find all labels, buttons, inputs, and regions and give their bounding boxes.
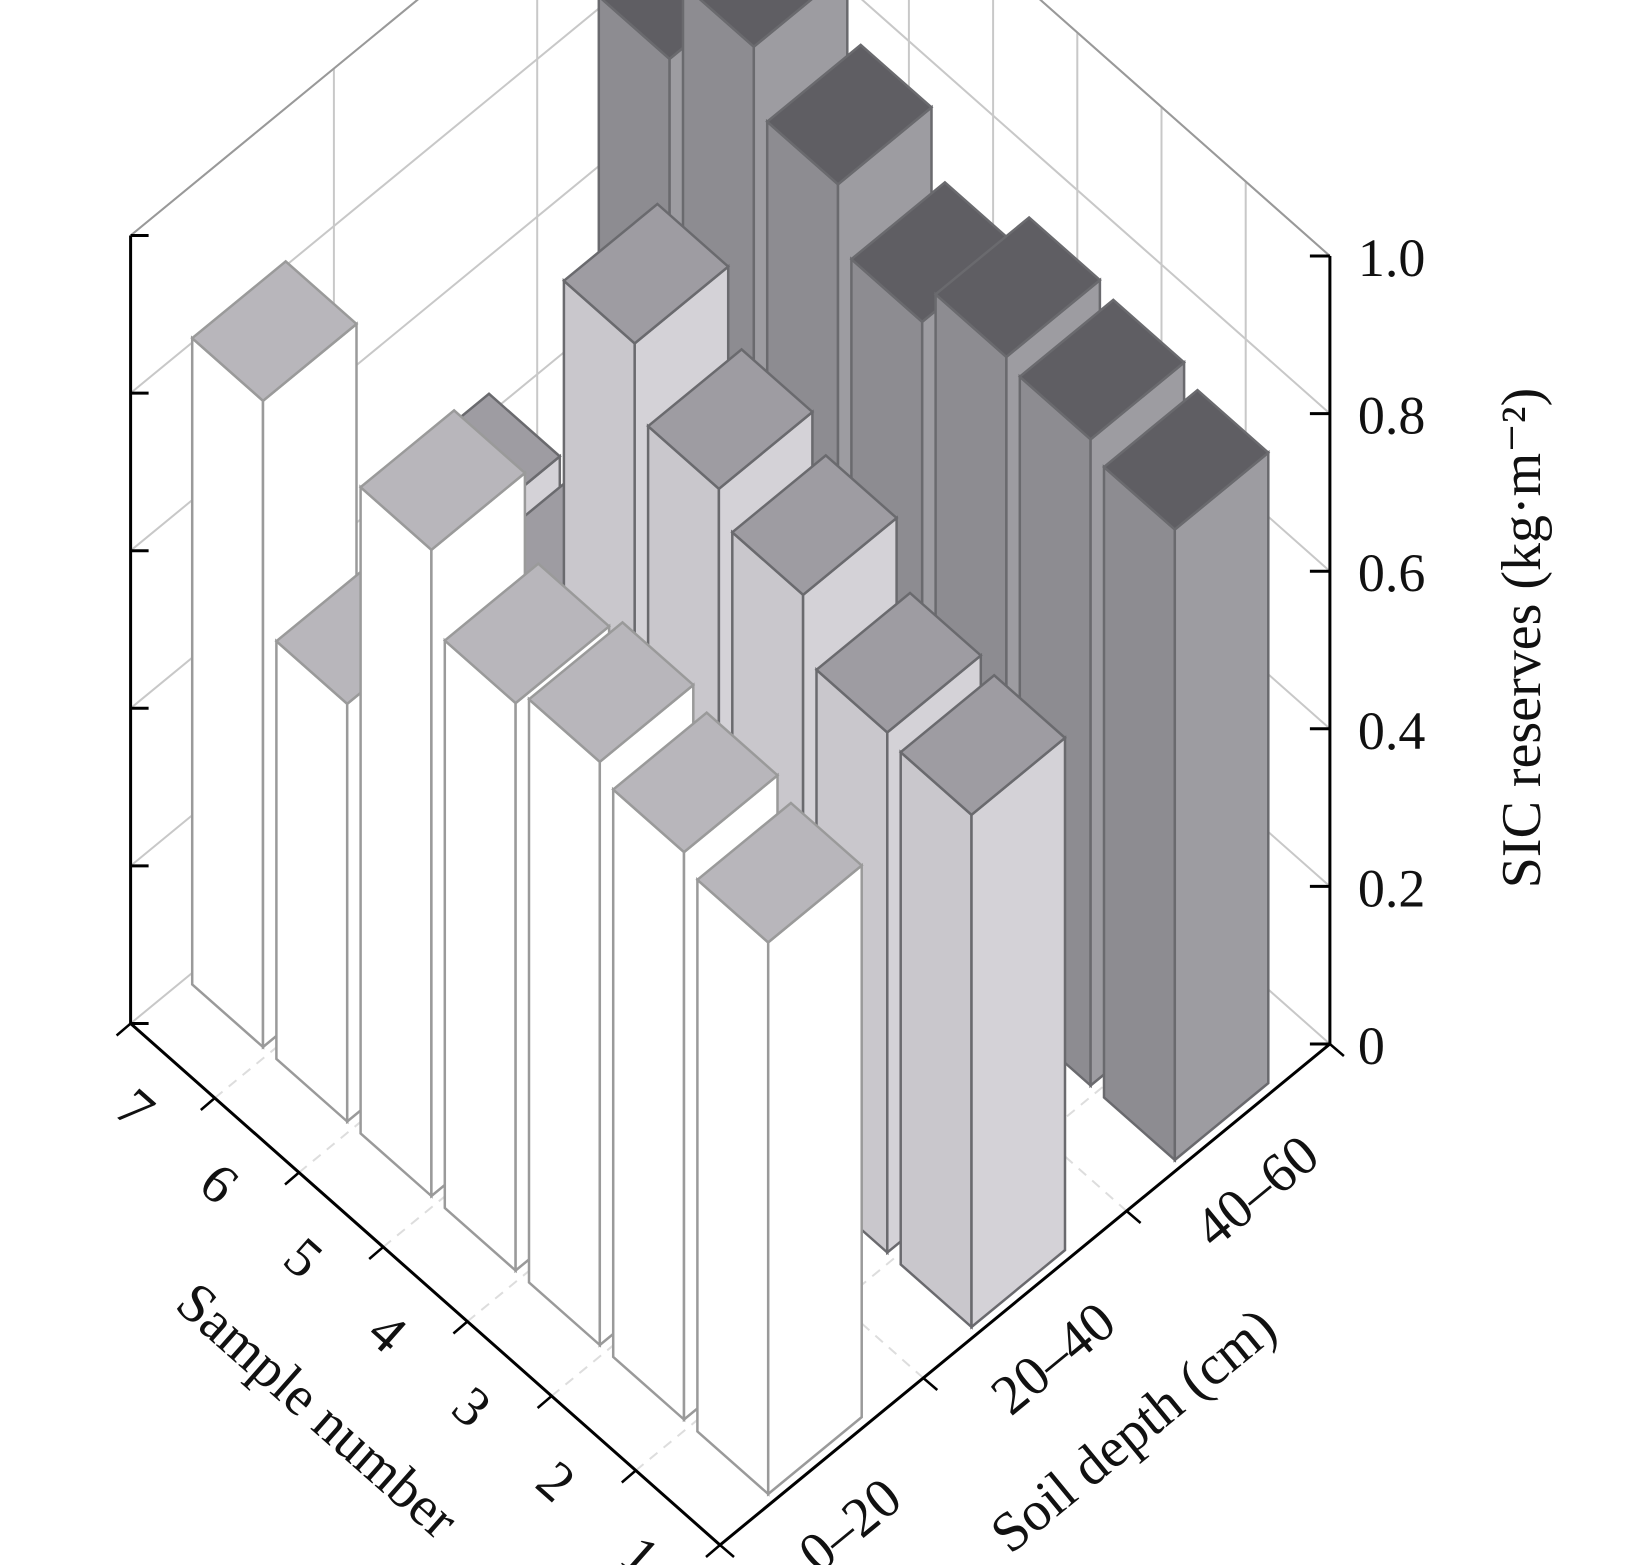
bar-side-face [970,735,1067,1330]
z-tick-label: 0.8 [1358,386,1426,446]
bar-top-face [933,215,1102,359]
bar-front-face [696,877,770,1497]
bar-front-face [359,484,433,1199]
sample-tick-mark [705,1544,721,1558]
z-tick-label: 0.6 [1358,543,1426,603]
sample-tick-label: 1 [609,1524,671,1565]
bar-top-face [730,453,899,597]
depth-tick-mark [922,1377,939,1391]
bar-top-face [358,408,527,552]
bar-top-face [898,673,1067,817]
sample-tick-mark [199,1097,216,1111]
sample-tick-label: 7 [104,1077,166,1142]
bar-front-face [527,696,602,1348]
depth-tick-mark [1125,1210,1142,1224]
sample-tick-mark [620,1469,637,1484]
bar-front-face [611,786,686,1423]
bar-top-face [527,620,696,764]
depth-tick-label: 0–20 [787,1466,913,1565]
sample-tick-label: 6 [188,1151,250,1216]
bar-side-face [1173,450,1270,1163]
z-tick-label: 0.4 [1358,701,1426,761]
sample-tick-label: 3 [440,1375,502,1440]
bars [190,0,1271,1497]
top-back-edge [129,0,1331,257]
bar-front-face [899,749,973,1330]
z-axis-title: SIC reserves (kg·m⁻²) [1491,388,1553,888]
sample-tick-mark [452,1320,469,1335]
bar-top-face [814,591,983,735]
bar-top-face [611,711,780,854]
sample-tick-mark [115,1022,132,1037]
bar-top-face [1102,388,1271,532]
bar-top-face [1017,298,1187,441]
bar-top-face [646,347,815,491]
bar-front-face [190,335,265,1050]
sample-tick-mark [284,1171,300,1186]
bar-top-face [442,562,612,705]
sample-tick-label: 5 [272,1226,334,1291]
bar-sample-1-depth-2 [898,673,1067,1330]
sample-axis-title: Sample number [164,1271,470,1552]
axes [115,0,1345,1558]
depth-tick-mark [719,1544,735,1558]
z-tick-label: 0.2 [1358,858,1426,918]
depth-axis-title: Soil depth (cm) [979,1296,1288,1565]
depth-tick-label: 40–60 [1183,1123,1331,1260]
bar-front-face [275,638,349,1125]
z-tick-label: 1.0 [1358,228,1426,288]
bar-front-face [443,637,517,1274]
bar-top-face [190,259,359,403]
bar-sample-1-depth-1 [695,801,864,1497]
bar-sample-1-depth-3 [1102,388,1271,1163]
bar-top-face [765,43,934,186]
depth-tick-label: 20–40 [980,1290,1128,1427]
bar-top-face [699,0,813,49]
sample-tick-label: 2 [525,1449,587,1514]
depth-tick-mark [1329,1043,1345,1057]
sample-tick-mark [536,1395,553,1409]
sample-tick-mark [368,1246,385,1260]
bar-front-face [1102,464,1177,1163]
bar-side-face [766,862,863,1497]
sample-tick-label: 4 [356,1300,418,1365]
bar-top-face [561,202,731,346]
bar-top-face [695,801,864,945]
z-tick-label: 0 [1358,1016,1385,1076]
